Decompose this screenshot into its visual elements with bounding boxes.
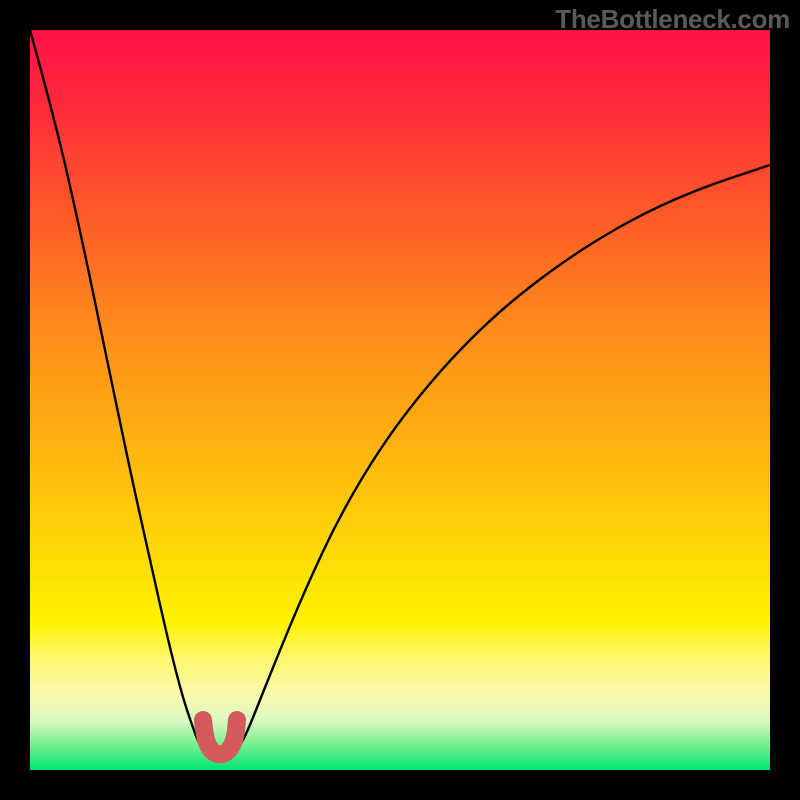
watermark-text: TheBottleneck.com: [555, 0, 800, 35]
gradient-background: [30, 30, 770, 770]
chart-root: TheBottleneck.com: [0, 0, 800, 800]
plot-svg: [0, 0, 800, 800]
